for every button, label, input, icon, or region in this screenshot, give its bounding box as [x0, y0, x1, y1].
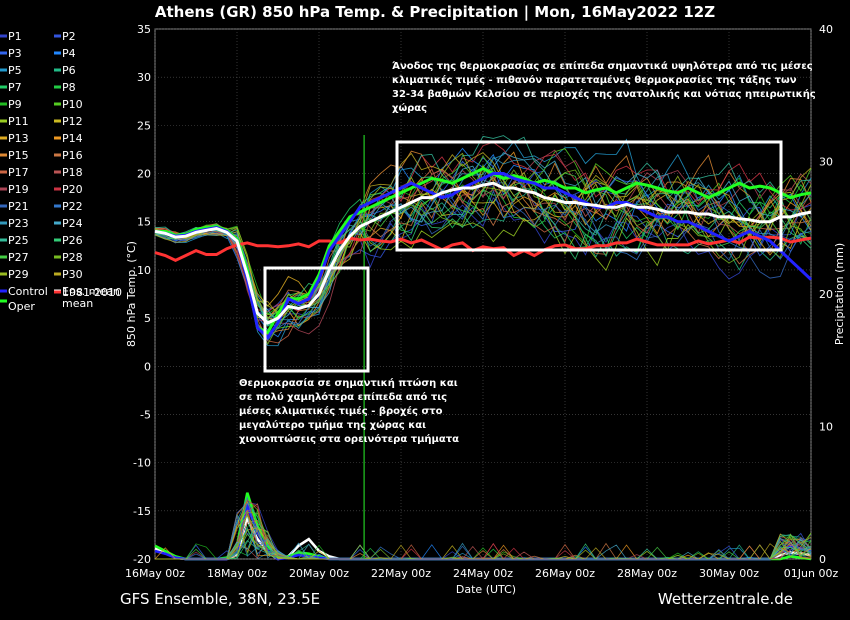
legend-label: P15	[8, 149, 29, 162]
legend-label: P27	[8, 251, 29, 264]
legend-label: P24	[62, 217, 83, 230]
x-tick-label: 01Jun 00z	[784, 567, 839, 580]
legend-label: P22	[62, 200, 83, 213]
y-tick-label: 20	[137, 168, 151, 181]
chart-title: Athens (GR) 850 hPa Temp. & Precipitatio…	[155, 3, 715, 22]
legend-label: P16	[62, 149, 83, 162]
legend-label: Control	[8, 285, 48, 298]
y-right-tick-label: 10	[819, 421, 833, 434]
highlight-box-warm	[395, 140, 783, 252]
legend-label: P29	[8, 268, 29, 281]
x-tick-label: 30May 00z	[699, 567, 759, 580]
legend-label: P25	[8, 234, 29, 247]
legend-label: P19	[8, 183, 29, 196]
legend-label: Ens. mean	[62, 285, 120, 298]
legend-label: P17	[8, 166, 29, 179]
y-right-tick-label: 0	[819, 553, 826, 566]
legend-label: P30	[62, 268, 83, 281]
annotation-cold: Θερμοκρασία σε σημαντική πτώση και σε πολ…	[239, 377, 459, 445]
y-tick-label: -15	[133, 505, 151, 518]
x-tick-label: 24May 00z	[453, 567, 513, 580]
legend-label: P23	[8, 217, 29, 230]
y-tick-label: 10	[137, 264, 151, 277]
y-tick-label: 5	[144, 312, 151, 325]
y-right-tick-label: 30	[819, 156, 833, 169]
legend-label: P3	[8, 47, 22, 60]
footer-site: Wetterzentrale.de	[658, 590, 793, 608]
annotation-line: Άνοδος της θερμοκρασίας σε επίπεδα σημαν…	[392, 60, 813, 72]
annotation-warm: Άνοδος της θερμοκρασίας σε επίπεδα σημαν…	[392, 60, 816, 114]
ensemble-member-precip	[155, 527, 812, 560]
y-axis-label: 850 hPa Temp. (°C)	[125, 241, 138, 347]
legend-label: P10	[62, 98, 83, 111]
x-tick-label: 22May 00z	[371, 567, 431, 580]
annotation-line: σε πολύ χαμηλότερα επίπεδα από τις	[239, 391, 447, 403]
annotation-line: μεγαλύτερο τμήμα της χώρας και	[239, 419, 426, 431]
x-axis-label: Date (UTC)	[456, 583, 516, 596]
y-axis-right-ticks: 40 30 20 10 0	[819, 23, 833, 566]
x-tick-label: 16May 00z	[125, 567, 185, 580]
y-axis-right-label: Precipitation (mm)	[833, 243, 846, 345]
legend-label: P7	[8, 81, 22, 94]
legend-label: P4	[62, 47, 76, 60]
legend-label: Oper	[8, 300, 35, 313]
legend-label: P18	[62, 166, 83, 179]
annotation-line: μέσες κλιματικές τιμές - βροχές στο	[239, 405, 443, 417]
legend-label: P11	[8, 115, 29, 128]
annotation-line: Θερμοκρασία σε σημαντική πτώση και	[239, 377, 458, 389]
grid	[154, 28, 812, 560]
series-line	[154, 181, 812, 325]
annotation-line: κλιματικές τιμές - πιθανόν παρατεταμένες…	[392, 74, 797, 86]
annotation-line: χιονοπτώσεις στα ορεινότερα τμήματα	[239, 433, 459, 445]
legend-label: P1	[8, 30, 22, 43]
x-tick-label: 26May 00z	[535, 567, 595, 580]
legend-label: P2	[62, 30, 76, 43]
legend-label: P13	[8, 132, 29, 145]
series-line	[154, 235, 812, 262]
highlight-box-cold	[263, 266, 370, 373]
annotation-line: 32-34 βαθμών Κελσίου σε περιοχές της ανα…	[392, 88, 816, 100]
y-axis-ticks: 35 30 25 20 15 10 5 0 -5 -10 -15 -20	[133, 23, 151, 566]
legend-label: P28	[62, 251, 83, 264]
x-tick-label: 28May 00z	[617, 567, 677, 580]
y-tick-label: 25	[137, 119, 151, 132]
y-tick-label: 30	[137, 71, 151, 84]
x-axis-ticks: 16May 00z 18May 00z 20May 00z 22May 00z 24Ma…	[125, 567, 838, 580]
y-tick-label: -20	[133, 553, 151, 566]
legend-label: P14	[62, 132, 83, 145]
legend-label: 1981-2010	[62, 286, 122, 299]
y-right-tick-label: 20	[819, 288, 833, 301]
legend-label: P8	[62, 81, 76, 94]
y-tick-label: 15	[137, 216, 151, 229]
y-tick-label: 0	[144, 360, 151, 373]
y-tick-label: -10	[133, 457, 151, 470]
y-right-tick-label: 40	[819, 23, 833, 36]
legend-label: P20	[62, 183, 83, 196]
x-tick-label: 18May 00z	[207, 567, 267, 580]
annotation-line: χώρας	[392, 102, 427, 114]
legend-label: P12	[62, 115, 83, 128]
footer-source: GFS Ensemble, 38N, 23.5E	[120, 590, 320, 608]
series-line	[154, 172, 813, 340]
x-tick-label: 20May 00z	[289, 567, 349, 580]
legend-label: P21	[8, 200, 29, 213]
legend-label: P26	[62, 234, 83, 247]
legend-label: P5	[8, 64, 22, 77]
y-tick-label: -5	[140, 408, 151, 421]
legend-label: P6	[62, 64, 76, 77]
legend-label: P9	[8, 98, 22, 111]
y-tick-label: 35	[137, 23, 151, 36]
legend-label: mean	[62, 297, 93, 310]
legend: P1 P2 P3 P4 P5 P6 P7 P8 P9 P10 P11 P12 P13 P14 P15 P16 P…	[0, 30, 122, 313]
